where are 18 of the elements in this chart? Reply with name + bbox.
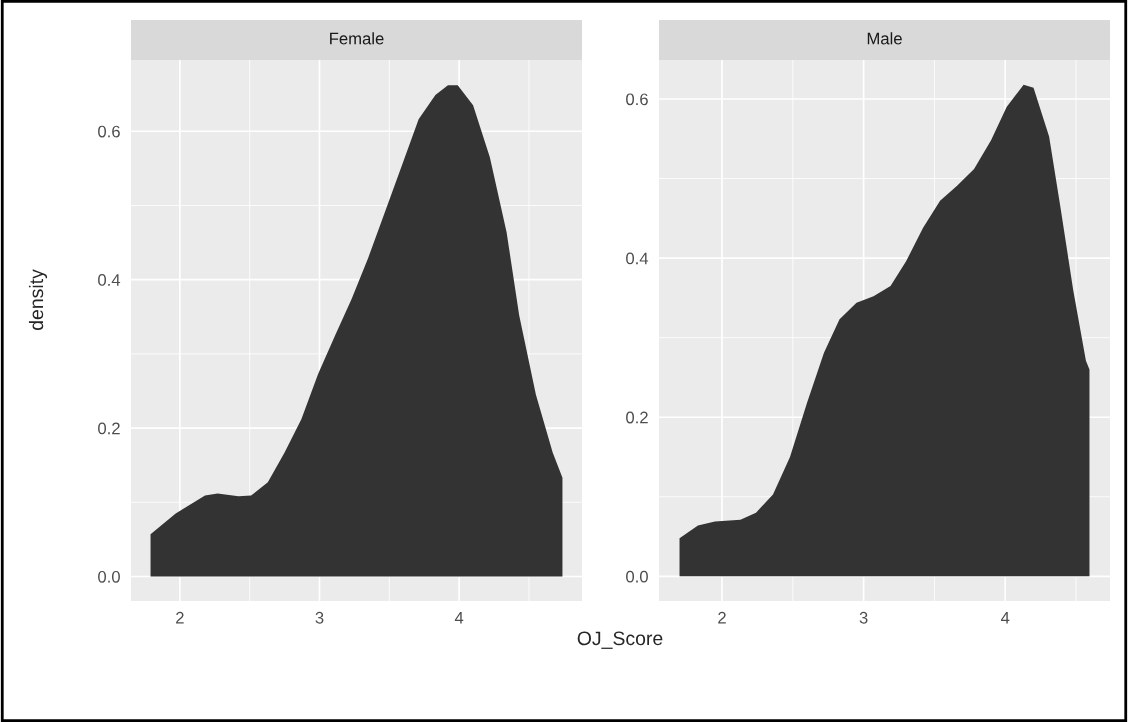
y-tick-label: 0.4 — [626, 252, 649, 265]
x-axis-title: OJ_Score — [577, 631, 663, 649]
y-tick-label: 0.6 — [626, 93, 648, 106]
x-tick-label: 3 — [315, 611, 324, 624]
x-tick-label: 2 — [718, 611, 726, 624]
chart-title: Male — [867, 32, 902, 45]
x-tick-label: 4 — [1000, 612, 1010, 624]
y-tick-label: 0.6 — [98, 125, 120, 138]
x-tick-label: 2 — [176, 611, 184, 624]
y-tick-label: 0.0 — [98, 570, 120, 583]
y-axis-title: density — [28, 269, 48, 330]
chart-title: Female — [330, 32, 384, 45]
x-tick-label: 3 — [859, 611, 868, 624]
x-tick-label: 4 — [454, 612, 464, 624]
y-tick-label: 0.2 — [626, 411, 648, 424]
y-tick-label: 0.2 — [98, 422, 120, 435]
y-tick-label: 0.0 — [626, 570, 648, 583]
y-tick-label: 0.4 — [98, 274, 121, 286]
